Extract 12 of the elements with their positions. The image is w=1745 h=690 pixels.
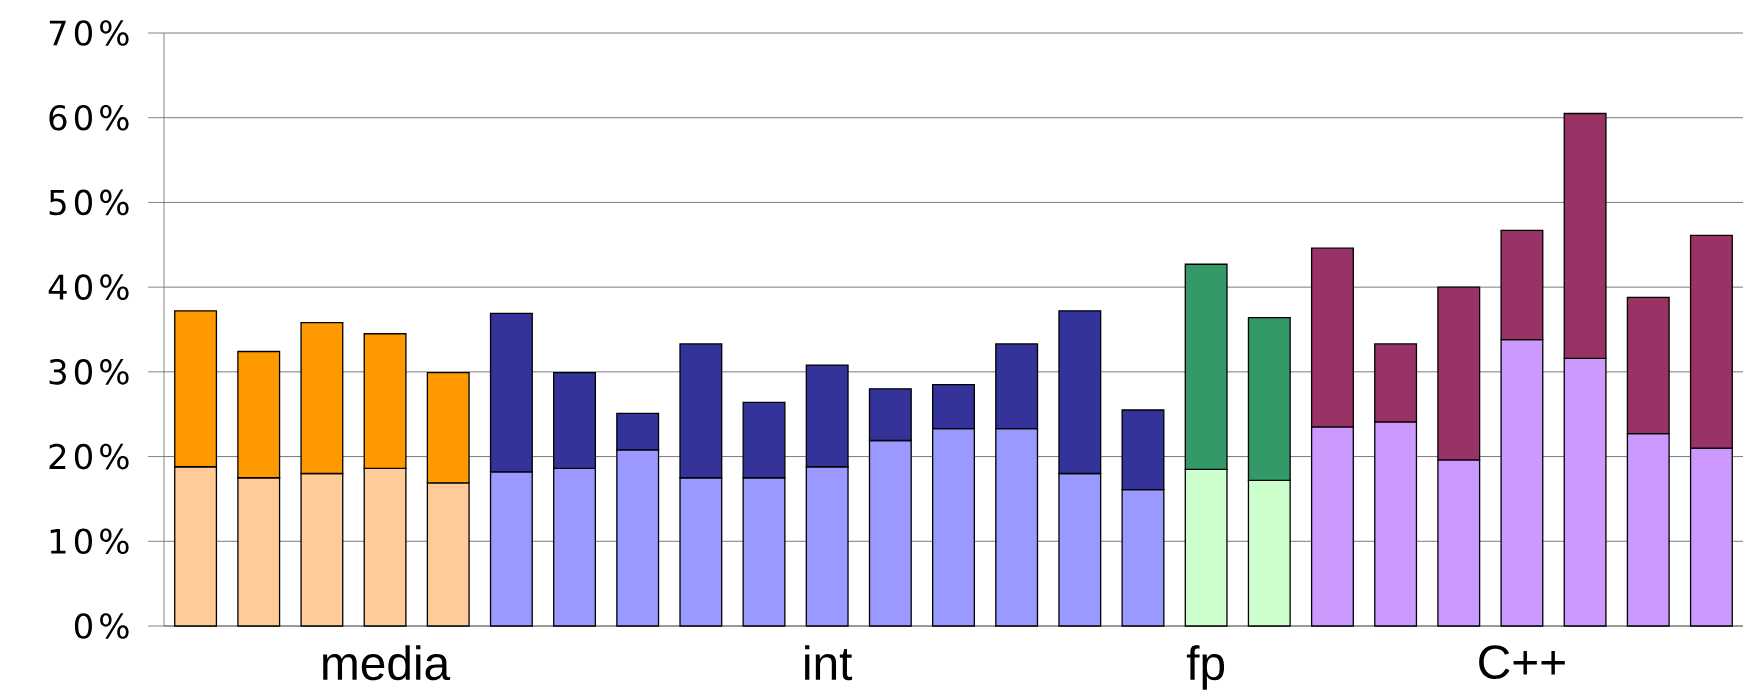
x-tick-label: C++ [1479, 645, 1565, 680]
y-tick-label: 50% [49, 189, 129, 216]
y-tick-label: 0% [74, 613, 129, 639]
y-tick-label: 70% [49, 20, 129, 46]
x-tick-label: media [323, 645, 451, 681]
x-tick-label: int [805, 645, 853, 681]
y-tick-label: 30% [49, 359, 129, 385]
x-tick-label: fp [1186, 645, 1225, 690]
y-tick-label: 60% [49, 104, 129, 131]
y-tick-label: 20% [49, 443, 129, 470]
y-tick-label: 40% [48, 274, 129, 300]
y-tick-label: 10% [50, 528, 129, 555]
